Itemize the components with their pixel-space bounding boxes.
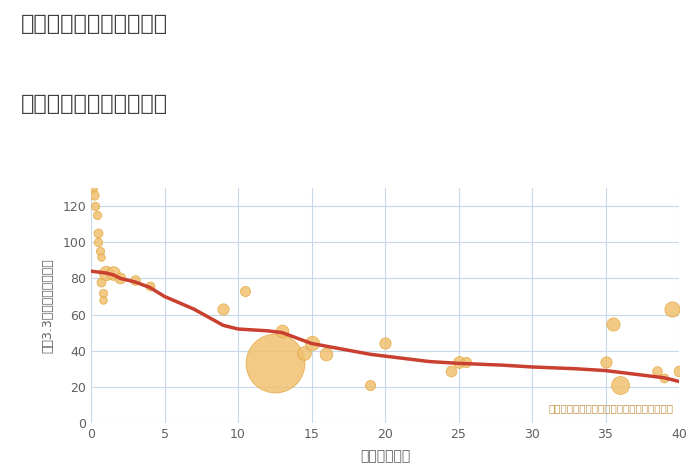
Point bbox=[91, 212, 102, 219]
Point bbox=[461, 358, 472, 365]
Point bbox=[365, 381, 376, 389]
Point bbox=[87, 184, 98, 192]
Point bbox=[96, 253, 107, 260]
Point bbox=[100, 269, 111, 277]
Point bbox=[453, 358, 464, 365]
Point bbox=[666, 306, 678, 313]
Point bbox=[298, 349, 309, 356]
Point bbox=[144, 282, 155, 290]
Point bbox=[652, 367, 663, 374]
Point bbox=[673, 367, 685, 374]
Point bbox=[90, 202, 101, 210]
Text: 円の大きさは、取引のあった物件面積を示す: 円の大きさは、取引のあった物件面積を示す bbox=[548, 404, 673, 414]
Point bbox=[659, 374, 670, 382]
Point bbox=[608, 320, 619, 327]
Point bbox=[600, 358, 611, 365]
Point bbox=[276, 327, 288, 335]
Point bbox=[94, 248, 106, 255]
Text: 兵庫県姫路市北夢前台の: 兵庫県姫路市北夢前台の bbox=[21, 14, 168, 34]
Point bbox=[379, 340, 391, 347]
Point bbox=[92, 238, 104, 246]
Point bbox=[88, 191, 99, 199]
Point bbox=[218, 306, 229, 313]
Point bbox=[115, 274, 126, 282]
Point bbox=[92, 229, 104, 237]
Point bbox=[108, 269, 119, 277]
Point bbox=[321, 351, 332, 358]
Point bbox=[306, 340, 317, 347]
Y-axis label: 坪（3.3㎡）単価（万円）: 坪（3.3㎡）単価（万円） bbox=[41, 258, 54, 353]
Point bbox=[239, 287, 251, 295]
Point bbox=[615, 381, 626, 389]
Point bbox=[96, 278, 107, 286]
Point bbox=[130, 276, 141, 284]
X-axis label: 築年数（年）: 築年数（年） bbox=[360, 449, 410, 463]
Point bbox=[269, 360, 280, 367]
Point bbox=[97, 289, 108, 297]
Text: 築年数別中古戸建て価格: 築年数別中古戸建て価格 bbox=[21, 94, 168, 114]
Point bbox=[446, 367, 457, 374]
Point bbox=[97, 296, 108, 304]
